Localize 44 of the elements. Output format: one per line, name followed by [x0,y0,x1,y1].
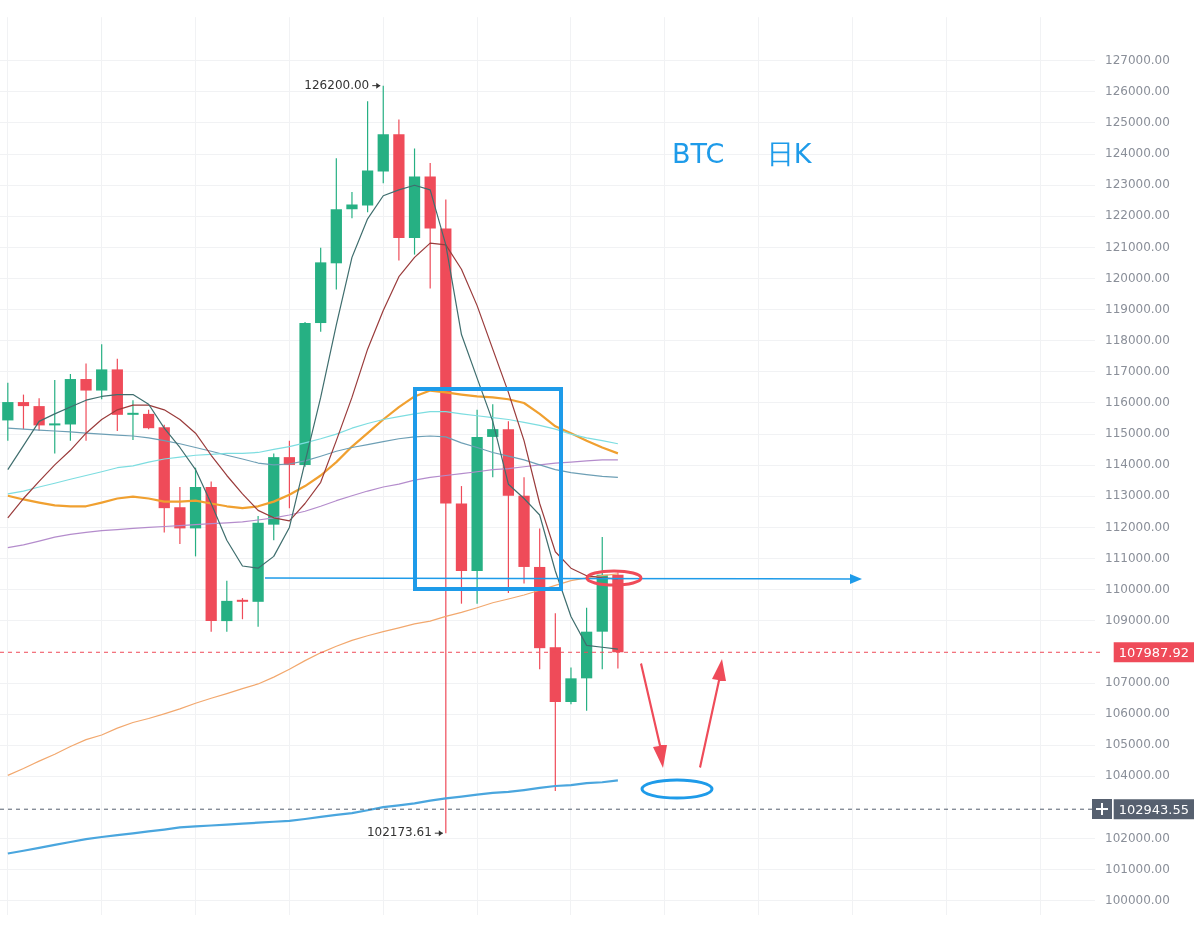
y-tick-label: 112000.00 [1105,519,1170,534]
candlestick [2,382,14,442]
y-tick-label: 118000.00 [1105,332,1170,347]
candlestick [346,191,358,219]
y-tick-label: 105000.00 [1105,737,1170,752]
y-tick-label: 116000.00 [1105,395,1170,410]
y-tick-label: 123000.00 [1105,177,1170,192]
text: BTC 日K [672,137,812,171]
y-tick-label: 111000.00 [1105,550,1170,565]
y-tick-label: 102000.00 [1105,830,1170,845]
candlestick [49,379,61,454]
candlestick [80,362,92,442]
y-tick-label: 100000.00 [1105,892,1170,907]
candlestick [17,394,30,430]
y-tick-label: 109000.00 [1105,612,1170,627]
y-tick-label: 122000.00 [1105,208,1170,223]
candlestick [236,597,249,620]
y-tick-label: 124000.00 [1105,146,1170,161]
candlestick [221,580,233,633]
y-tick-label: 115000.00 [1105,426,1170,441]
candlestick [565,666,577,705]
y-tick-label: 121000.00 [1105,239,1170,254]
y-tick-label: 125000.00 [1105,115,1170,130]
y-tick-label: 104000.00 [1105,768,1170,783]
candlestick [33,397,45,432]
y-tick-label: 107000.00 [1105,675,1170,690]
y-tick-label: 113000.00 [1105,488,1170,503]
y-tick-label: 114000.00 [1105,457,1170,472]
y-tick-label: 117000.00 [1105,364,1170,379]
y-tick-label: 127000.00 [1105,52,1170,67]
y-tick-label: 126000.00 [1105,84,1170,98]
candlestick [96,343,108,400]
ref-line-label: 107987.92 [1118,644,1190,660]
candlestick [127,399,139,441]
candlestick [174,486,186,545]
y-tick-label: 101000.00 [1105,861,1170,876]
y-tick-label: 119000.00 [1105,301,1170,316]
y-tick-label: 110000.00 [1105,581,1170,596]
y-tick-label: 120000.00 [1105,270,1170,285]
y-tick-label: 106000.00 [1105,706,1170,721]
candlestick [142,409,155,430]
ref-line-label: 102943.55 [1118,801,1190,817]
annotation: 126200.00 [304,77,370,92]
annotation: 102173.61 [366,825,432,840]
